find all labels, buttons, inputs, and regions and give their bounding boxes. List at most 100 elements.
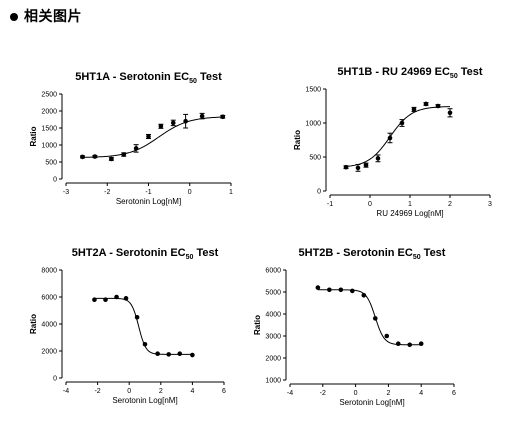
chart-svg: 5HT2A - Serotonin EC50 Test -4 -2 0 2 4 6 0 2000… xyxy=(29,247,226,405)
chart-svg: 5HT2B - Serotonin EC50 Test -4 -2 0 2 4 6 1000 2… xyxy=(253,247,456,407)
data-point xyxy=(190,352,195,358)
x-tick-label: 0 xyxy=(127,388,131,395)
data-point xyxy=(177,351,183,356)
chart-svg: 5HT1B - RU 24969 EC50 Test -1 0 1 2 3 0 500 1000… xyxy=(293,66,492,218)
data-point xyxy=(199,113,205,119)
x-tick-label: 2 xyxy=(448,201,452,208)
data-point xyxy=(343,164,349,170)
y-tick-label: 4000 xyxy=(41,322,57,329)
data-point xyxy=(183,118,188,124)
data-point xyxy=(372,316,378,321)
x-tick-label: 1 xyxy=(229,189,233,196)
x-tick-label: -3 xyxy=(63,189,69,196)
data-point xyxy=(123,296,129,301)
x-tick-label: -4 xyxy=(287,390,293,397)
fit-curve xyxy=(94,297,193,355)
y-tick-label: 3000 xyxy=(265,334,281,341)
data-point xyxy=(109,156,114,162)
data-point xyxy=(350,288,355,294)
x-tick-label: 1 xyxy=(408,201,412,208)
x-tick-label: -1 xyxy=(327,201,333,208)
x-axis-label: Serotonin Log[nM] xyxy=(112,396,177,405)
data-point xyxy=(121,152,127,157)
chart-5ht2a: 5HT2A - Serotonin EC50 Test -4 -2 0 2 4 6 0 2000… xyxy=(14,246,254,406)
x-tick-label: 6 xyxy=(452,390,456,397)
y-tick-label: 6000 xyxy=(41,295,57,302)
x-tick-label: -2 xyxy=(104,189,110,196)
x-tick-label: -2 xyxy=(94,388,100,395)
x-tick-label: 4 xyxy=(419,390,423,397)
y-tick-label: 2000 xyxy=(41,109,57,116)
x-tick-label: 0 xyxy=(354,390,358,397)
y-tick-label: 0 xyxy=(53,376,57,383)
y-axis-label: Ratio xyxy=(29,126,38,146)
data-point xyxy=(170,120,176,126)
y-axis-label: Ratio xyxy=(253,315,262,335)
y-tick-label: 1000 xyxy=(41,143,57,150)
data-point xyxy=(399,120,405,126)
section-title: 相关图片 xyxy=(24,8,82,24)
fit-curve xyxy=(345,106,451,167)
x-tick-label: -2 xyxy=(320,390,326,397)
data-point xyxy=(92,154,98,159)
data-point xyxy=(142,341,148,347)
x-tick-label: -4 xyxy=(63,388,69,395)
y-tick-label: 1000 xyxy=(305,121,321,128)
data-point xyxy=(361,293,367,298)
x-tick-label: 4 xyxy=(190,388,194,395)
y-tick-label: 5000 xyxy=(265,290,281,297)
chart-5ht2b: 5HT2B - Serotonin EC50 Test -4 -2 0 2 4 6 1000 2… xyxy=(253,246,502,407)
y-axis-label: Ratio xyxy=(29,314,38,334)
data-point xyxy=(423,101,429,107)
y-tick-label: 1500 xyxy=(41,126,57,133)
y-tick-label: 0 xyxy=(317,189,321,196)
section-header: 相关图片 xyxy=(10,6,82,26)
data-point xyxy=(387,135,393,141)
x-tick-label: 2 xyxy=(159,388,163,395)
y-tick-label: 2000 xyxy=(265,356,281,363)
x-axis-label: RU 24969 Log[nM] xyxy=(376,209,443,218)
x-tick-label: 6 xyxy=(222,388,226,395)
data-point xyxy=(146,134,151,139)
data-point xyxy=(327,287,332,293)
data-point xyxy=(355,165,361,171)
y-tick-label: 0 xyxy=(53,177,57,184)
x-tick-label: 2 xyxy=(386,390,390,397)
data-point xyxy=(395,341,401,346)
y-tick-label: 1000 xyxy=(265,378,281,385)
x-axis-label: Serotonin Log[nM] xyxy=(339,398,404,407)
data-point xyxy=(80,154,85,160)
data-point xyxy=(384,333,390,339)
data-point xyxy=(166,352,171,357)
data-point xyxy=(220,114,226,120)
data-point xyxy=(447,110,453,116)
y-axis-label: Ratio xyxy=(293,130,302,150)
chart-5ht1b: 5HT1B - RU 24969 EC50 Test -1 0 1 2 3 0 500 1000… xyxy=(286,63,526,223)
data-point xyxy=(363,162,369,168)
chart-5ht1a: 5HT1A - Serotonin EC50 Test -3 -2 -1 0 1 0 500 1… xyxy=(14,68,254,228)
x-tick-label: -1 xyxy=(145,189,151,196)
data-point xyxy=(92,297,97,302)
data-point xyxy=(338,287,344,293)
x-tick-label: 0 xyxy=(188,189,192,196)
data-point xyxy=(103,297,108,302)
bullet-icon xyxy=(10,12,18,21)
data-point xyxy=(158,124,164,129)
x-tick-label: 0 xyxy=(368,201,372,208)
data-point xyxy=(315,285,321,290)
chart-title: 5HT2B - Serotonin EC50 Test xyxy=(299,247,446,261)
chart-svg: 5HT1A - Serotonin EC50 Test -3 -2 -1 0 1 0 500 1… xyxy=(29,71,233,206)
chart-title: 5HT2A - Serotonin EC50 Test xyxy=(72,247,219,261)
fit-curve xyxy=(82,116,223,158)
y-tick-label: 8000 xyxy=(41,268,57,275)
data-point xyxy=(155,351,160,356)
y-tick-label: 4000 xyxy=(265,312,281,319)
data-point xyxy=(114,294,119,300)
data-point xyxy=(375,156,381,161)
y-tick-label: 1500 xyxy=(305,87,321,94)
y-tick-label: 2000 xyxy=(41,349,57,356)
fit-curve xyxy=(317,289,422,346)
data-point xyxy=(435,103,441,109)
data-point xyxy=(407,342,413,348)
y-tick-label: 6000 xyxy=(265,268,281,275)
